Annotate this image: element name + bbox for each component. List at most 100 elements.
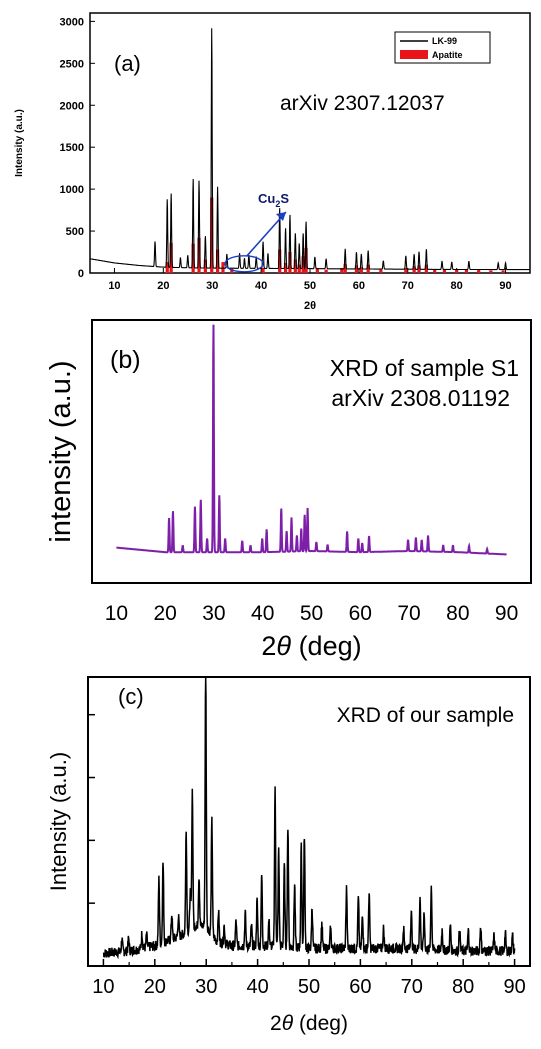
apatite-stick <box>197 237 201 273</box>
apatite-stick <box>489 270 493 273</box>
x-axis-label-symbol: θ <box>282 1012 294 1035</box>
xrd-s1-series-line <box>116 324 507 556</box>
cu2s-label-base: Cu <box>258 191 275 206</box>
x-tick-label: 90 <box>499 280 511 292</box>
apatite-stick <box>379 269 383 273</box>
legend-apatite-swatch <box>400 50 428 59</box>
apatite-stick <box>359 267 363 273</box>
lk99-series-line <box>89 28 530 271</box>
y-axis-label: Intensity (a.u.) <box>46 752 71 891</box>
y-tick-label: 500 <box>66 226 84 238</box>
cu2s-arrow-head <box>276 212 286 221</box>
apatite-stick <box>210 197 214 273</box>
apatite-stick <box>343 263 347 273</box>
apatite-stick <box>297 264 301 273</box>
x-tick-label: 20 <box>144 976 166 998</box>
cu2s-ellipse <box>224 255 264 273</box>
x-axis-label-symbol: θ <box>276 631 291 661</box>
x-tick-label: 50 <box>300 602 323 625</box>
apatite-stick <box>424 264 428 273</box>
x-tick-label: 40 <box>251 602 274 625</box>
panel-b: 10 20 30 40 50 60 70 80 90 2θ (deg) intensity (a.u… <box>45 319 532 661</box>
apatite-stick <box>433 269 437 273</box>
apatite-stick <box>293 259 297 273</box>
apatite-stick <box>354 265 359 273</box>
legend-apatite-label: Apatite <box>432 50 463 60</box>
x-tick-label: 60 <box>349 602 372 625</box>
apatite-stick <box>366 264 370 273</box>
plot-frame <box>91 319 532 584</box>
x-tick-label: 80 <box>451 280 463 292</box>
x-tick-label: 80 <box>446 602 469 625</box>
x-axis-label: 2θ <box>304 300 316 312</box>
cu2s-label: Cu2S <box>258 191 289 209</box>
source-annotation-line: arXiv 2308.01192 <box>331 385 510 411</box>
apatite-stick <box>477 269 481 273</box>
x-tick-label: 10 <box>105 602 128 625</box>
x-tick-label: 50 <box>298 976 320 998</box>
cu2s-arrow <box>246 211 287 257</box>
apatite-stick <box>278 249 282 273</box>
legend: LK-99 Apatite <box>394 31 491 64</box>
x-tick-label: 40 <box>255 280 267 292</box>
x-axis-label: 2θ (deg) <box>270 1012 348 1035</box>
x-tick-label: 40 <box>246 976 268 998</box>
x-tick-label: 80 <box>452 976 474 998</box>
panel-c: 10 20 30 40 50 60 70 80 90 2θ (deg) Intensity (a.u… <box>46 676 531 1035</box>
x-tick-label: 20 <box>153 602 176 625</box>
apatite-stick <box>230 268 234 273</box>
apatite-stick <box>442 269 447 273</box>
apatite-stick <box>216 249 220 273</box>
y-tick-label: 2000 <box>60 100 84 112</box>
x-axis-label-suffix: (deg) <box>293 1012 348 1035</box>
y-axis-label: intensity (a.u.) <box>45 360 77 542</box>
apatite-stick <box>404 267 408 273</box>
x-tick-label: 70 <box>397 602 420 625</box>
apatite-stick <box>165 262 169 273</box>
x-tick-label: 30 <box>195 976 217 998</box>
apatite-stick <box>455 269 459 273</box>
apatite-stick <box>315 267 319 273</box>
apatite-stick <box>169 242 173 273</box>
apatite-stick <box>417 265 421 273</box>
legend-lk99-label: LK-99 <box>432 36 457 46</box>
cu2s-label-sub: 2 <box>275 199 280 209</box>
apatite-stick <box>191 243 195 273</box>
apatite-stick <box>301 256 305 273</box>
apatite-stick <box>283 262 288 273</box>
source-annotation: arXiv 2307.12037 <box>280 92 445 115</box>
panel-label: (a) <box>114 51 141 76</box>
x-axis-label-suffix: (deg) <box>291 631 362 661</box>
x-tick-label: 90 <box>495 602 518 625</box>
apatite-stick <box>203 259 207 273</box>
x-tick-label: 30 <box>206 280 218 292</box>
x-axis-label-prefix: 2 <box>270 1012 282 1035</box>
x-tick-label: 60 <box>349 976 371 998</box>
xrd-our-sample-series-line <box>102 677 516 960</box>
x-tick-label: 50 <box>304 280 316 292</box>
panel-label: (c) <box>118 684 144 709</box>
apatite-stick <box>304 247 308 273</box>
x-tick-label: 10 <box>92 976 114 998</box>
y-tick-label: 0 <box>78 268 84 280</box>
apatite-stick <box>288 252 292 273</box>
x-axis-label-prefix: 2 <box>261 631 276 661</box>
y-tick-label: 3000 <box>60 16 84 28</box>
apatite-stick <box>340 267 344 273</box>
x-tick-label: 70 <box>401 976 423 998</box>
x-tick-label: 20 <box>157 280 169 292</box>
y-tick-label: 1000 <box>60 184 84 196</box>
apatite-stick <box>261 267 265 273</box>
apatite-stick <box>324 269 328 273</box>
x-axis-label: 2θ (deg) <box>261 631 361 661</box>
x-tick-label: 90 <box>503 976 525 998</box>
apatite-stick <box>221 262 225 273</box>
source-annotation-line: XRD of sample S1 <box>330 355 519 381</box>
apatite-stick <box>501 270 505 273</box>
x-tick-label: 10 <box>108 280 120 292</box>
source-annotation: XRD of our sample <box>337 704 514 727</box>
x-tick-label: 30 <box>202 602 225 625</box>
x-tick-label: 70 <box>402 280 414 292</box>
apatite-stick <box>464 269 469 273</box>
